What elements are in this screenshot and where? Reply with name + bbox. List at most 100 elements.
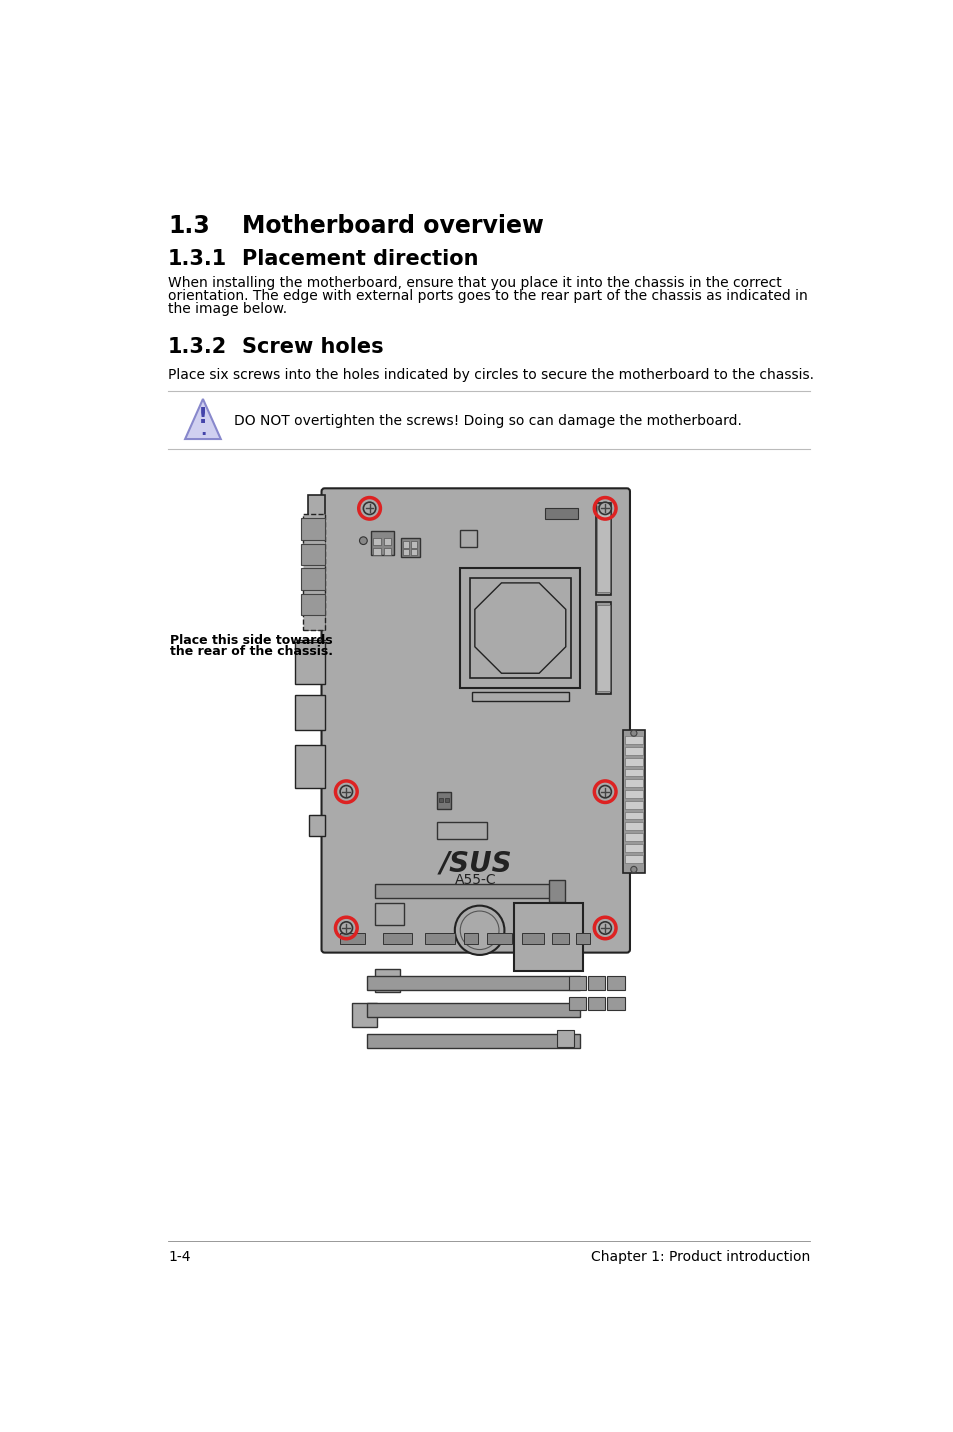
Bar [373, 537, 381, 546]
Bar [521, 932, 543, 944]
Bar [352, 1004, 376, 1027]
Bar [624, 833, 642, 841]
Text: !: ! [197, 407, 208, 427]
Text: 1.3: 1.3 [168, 215, 210, 238]
Bar [472, 692, 568, 700]
Text: .: . [199, 421, 206, 440]
Bar [371, 531, 394, 554]
Text: 1.3.2: 1.3.2 [168, 338, 227, 358]
Bar [307, 495, 324, 630]
Bar [624, 822, 642, 831]
Bar [624, 855, 642, 862]
Circle shape [340, 922, 353, 934]
Bar [301, 518, 324, 540]
Text: A55-C: A55-C [455, 872, 497, 886]
Circle shape [363, 503, 375, 514]
Bar [312, 815, 324, 833]
Bar [294, 696, 324, 730]
Bar [301, 544, 324, 566]
Bar [375, 904, 404, 925]
Bar [340, 932, 365, 944]
Bar [576, 932, 590, 944]
Bar [459, 569, 579, 687]
Bar [373, 547, 381, 556]
Bar [367, 977, 579, 991]
Bar [383, 537, 391, 546]
Bar [487, 932, 512, 944]
Bar [436, 822, 487, 839]
Text: DO NOT overtighten the screws! Doing so can damage the motherboard.: DO NOT overtighten the screws! Doing so … [233, 414, 741, 428]
Circle shape [598, 922, 611, 934]
Text: orientation. The edge with external ports goes to the rear part of the chassis a: orientation. The edge with external port… [168, 289, 807, 304]
Bar [624, 769, 642, 776]
Bar [410, 541, 416, 547]
Bar [624, 779, 642, 788]
Bar [294, 642, 324, 684]
Text: Screw holes: Screw holes [241, 338, 383, 358]
Bar [568, 977, 585, 991]
Circle shape [630, 730, 637, 736]
Bar [587, 977, 604, 991]
Bar [624, 812, 642, 819]
Bar [400, 537, 419, 557]
Bar [375, 884, 553, 898]
FancyBboxPatch shape [321, 488, 629, 952]
Bar [382, 932, 412, 944]
Bar [375, 969, 399, 992]
Bar [607, 997, 624, 1011]
Text: Place this side towards: Place this side towards [170, 634, 332, 647]
Bar [469, 577, 571, 679]
Bar [597, 505, 609, 593]
Text: Placement direction: Placement direction [241, 249, 477, 269]
Bar [624, 790, 642, 798]
Bar [607, 977, 624, 991]
Text: /SUS: /SUS [439, 849, 512, 878]
Bar [624, 736, 642, 745]
Circle shape [598, 503, 611, 514]
Circle shape [598, 786, 611, 798]
Bar [303, 514, 324, 630]
Circle shape [455, 905, 504, 955]
Text: Chapter 1: Product introduction: Chapter 1: Product introduction [590, 1250, 809, 1264]
Bar [425, 932, 455, 944]
Bar [624, 843, 642, 852]
Bar [624, 800, 642, 809]
Bar [402, 541, 409, 547]
Circle shape [630, 866, 637, 872]
Bar [596, 601, 611, 695]
Polygon shape [185, 400, 220, 440]
Bar [551, 932, 568, 944]
Bar [410, 548, 416, 556]
Text: 1.3.1: 1.3.1 [168, 249, 227, 269]
Bar [439, 798, 443, 802]
Text: When installing the motherboard, ensure that you place it into the chassis in th: When installing the motherboard, ensure … [168, 276, 781, 289]
Bar [367, 1004, 579, 1017]
Circle shape [359, 537, 367, 544]
Polygon shape [475, 583, 565, 673]
Text: the rear of the chassis.: the rear of the chassis. [170, 644, 333, 657]
Bar [459, 530, 476, 547]
Bar [596, 503, 611, 596]
Bar [301, 569, 324, 590]
Bar [568, 997, 585, 1011]
Bar [597, 604, 609, 690]
Bar [587, 997, 604, 1011]
Bar [367, 1034, 579, 1048]
Bar [622, 730, 644, 872]
Bar [301, 594, 324, 616]
Bar [436, 792, 451, 809]
Bar [557, 1031, 574, 1047]
Text: 1-4: 1-4 [168, 1250, 191, 1264]
Bar [294, 746, 324, 788]
Text: Motherboard overview: Motherboard overview [241, 215, 543, 238]
Circle shape [340, 786, 353, 798]
Bar [309, 815, 324, 836]
Bar [545, 508, 578, 520]
Bar [549, 881, 564, 902]
Bar [402, 548, 409, 556]
Circle shape [459, 911, 498, 949]
Bar [444, 798, 448, 802]
Bar [464, 932, 477, 944]
Bar [624, 758, 642, 766]
Bar [383, 547, 391, 556]
